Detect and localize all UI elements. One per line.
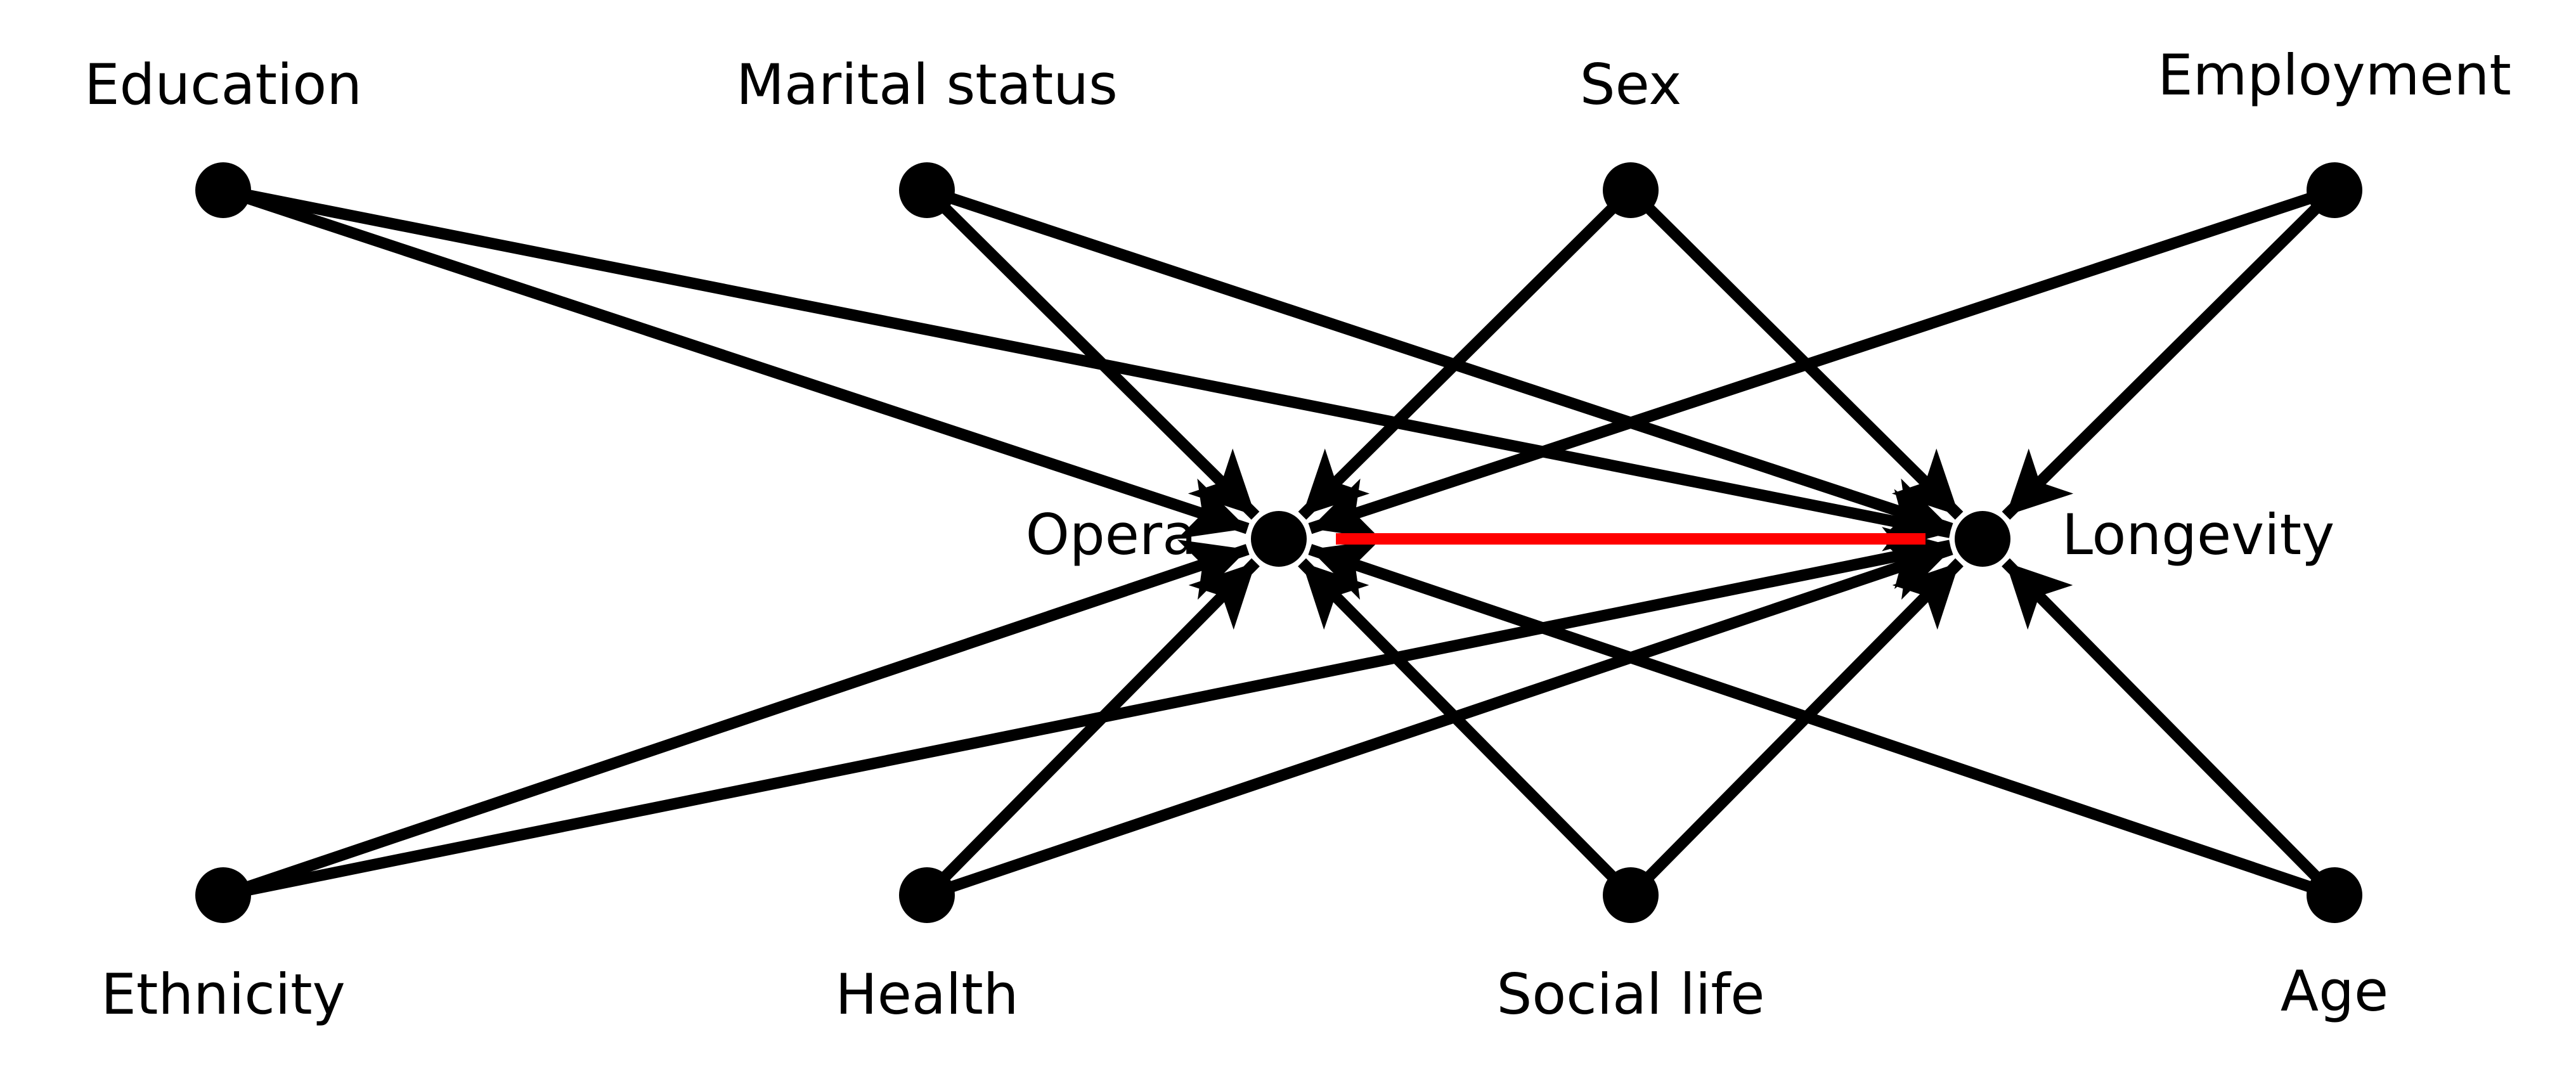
node-label-health: Health <box>836 962 1019 1027</box>
node-marital <box>899 162 955 218</box>
labels: Education Marital status Sex Employment Oper… <box>84 42 2511 1027</box>
nodes <box>195 162 2362 923</box>
node-education <box>195 162 251 218</box>
edge-employment-to-longevity <box>2002 186 2339 520</box>
node-health <box>899 867 955 923</box>
edge-education-to-longevity <box>222 184 1951 552</box>
node-longevity <box>1955 511 2010 567</box>
node-sex <box>1603 162 1659 218</box>
node-label-marital: Marital status <box>736 52 1118 117</box>
edges <box>221 184 2339 901</box>
node-label-employment: Employment <box>2158 42 2511 108</box>
edge-marital-to-longevity <box>925 184 1953 539</box>
edge-employment-to-opera <box>1308 184 2336 539</box>
edge-education-to-opera <box>221 184 1250 539</box>
node-label-sex: Sex <box>1580 52 1682 117</box>
edge-sex-to-opera <box>1298 186 1635 520</box>
edge-age-to-opera <box>1308 540 2336 901</box>
edge-health-to-longevity <box>925 540 1953 901</box>
node-label-age: Age <box>2281 959 2388 1024</box>
node-label-opera: Opera <box>1026 502 1196 567</box>
node-social <box>1603 867 1659 923</box>
edge-marital-to-opera <box>922 186 1260 520</box>
edge-ethnicity-to-longevity <box>222 527 1951 901</box>
edge-age-to-longevity <box>2002 558 2339 900</box>
node-opera <box>1251 511 1307 567</box>
node-label-longevity: Longevity <box>2062 502 2334 567</box>
node-label-social: Social life <box>1497 962 1765 1027</box>
edge-health-to-opera <box>922 558 1260 900</box>
edge-social-to-opera <box>1298 558 1635 900</box>
edge-ethnicity-to-opera <box>221 540 1250 901</box>
node-employment <box>2307 162 2362 218</box>
edge-social-to-longevity <box>1626 558 1964 900</box>
node-age <box>2307 867 2362 923</box>
node-label-ethnicity: Ethnicity <box>101 962 346 1027</box>
node-label-education: Education <box>84 52 362 117</box>
edge-sex-to-longevity <box>1626 186 1964 520</box>
node-ethnicity <box>195 867 251 923</box>
